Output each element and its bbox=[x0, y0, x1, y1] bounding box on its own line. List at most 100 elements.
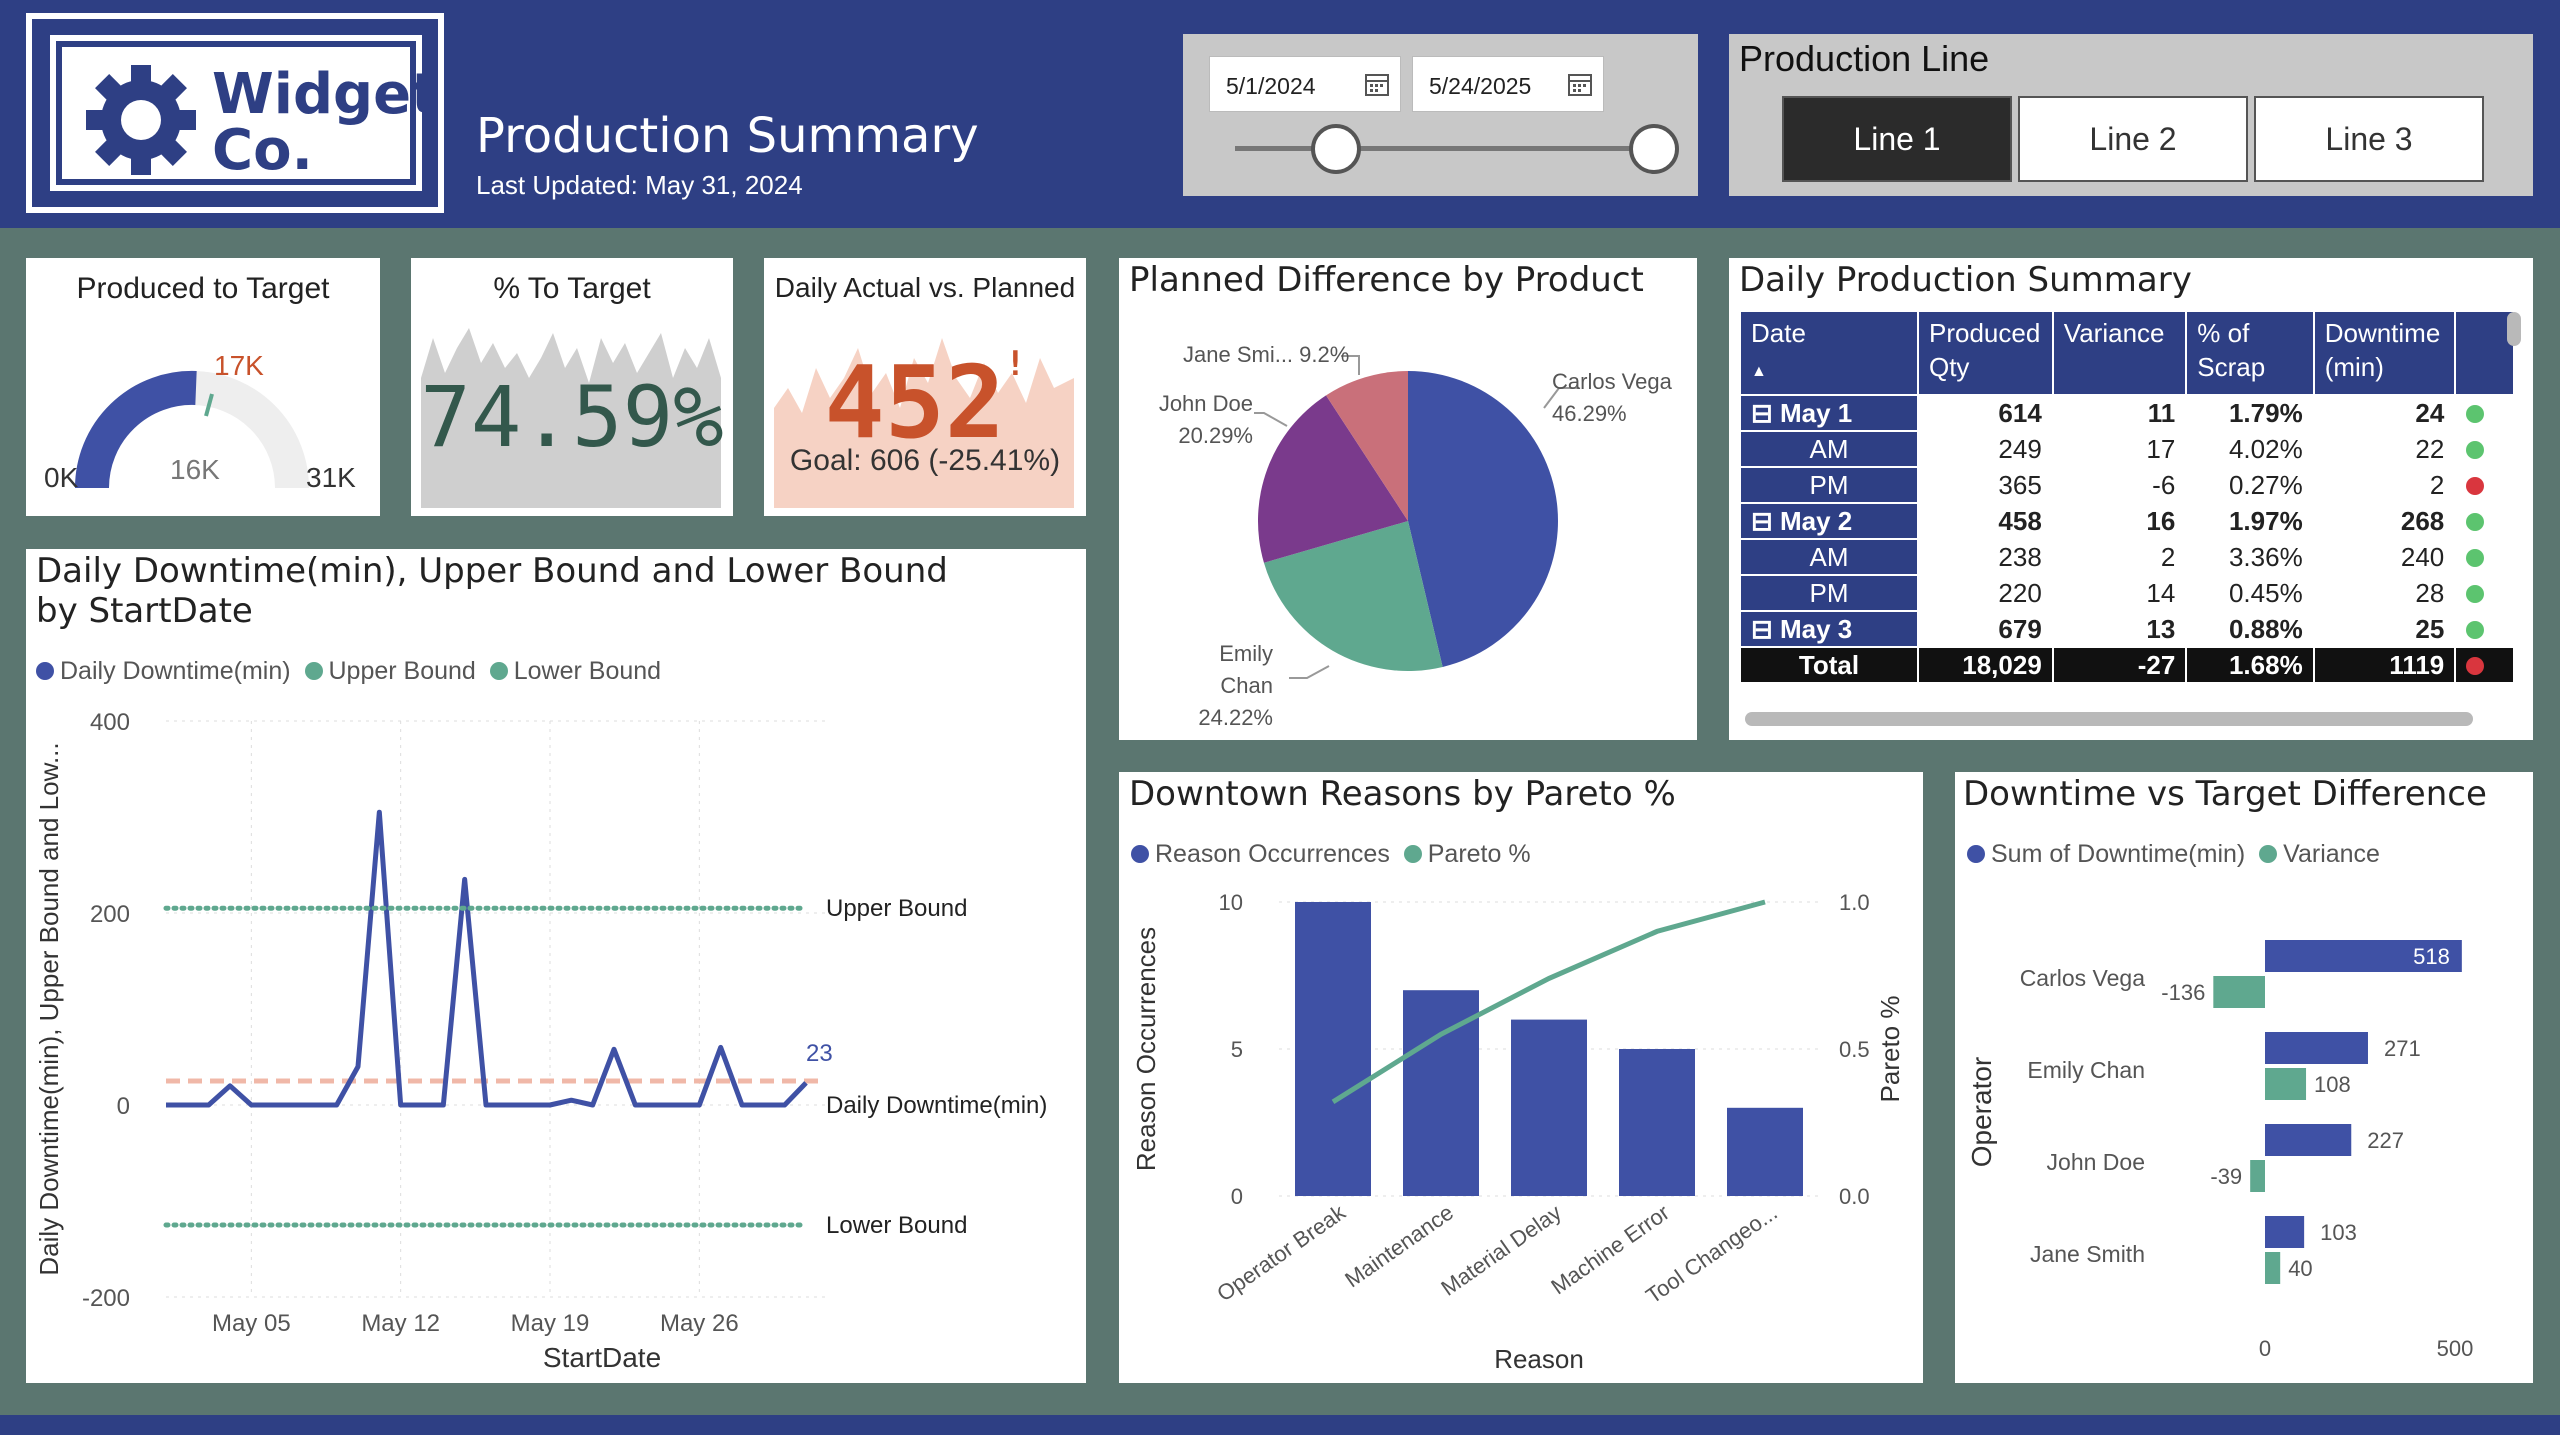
downtime-bar-label: 271 bbox=[2384, 1036, 2421, 1061]
date-slider-track[interactable] bbox=[1235, 146, 1645, 151]
col-scrap[interactable]: % of Scrap bbox=[2185, 310, 2315, 396]
col-date[interactable]: Date ▲ bbox=[1739, 310, 1919, 396]
pct-to-target-card: % To Target 74.59% bbox=[411, 258, 733, 516]
col-downtime[interactable]: Downtime (min) bbox=[2312, 310, 2457, 396]
gauge bbox=[75, 370, 309, 489]
y-axis-title: Daily Downtime(min), Upper Bound and Low… bbox=[34, 742, 64, 1275]
line-1-button[interactable]: Line 1 bbox=[1782, 96, 2012, 182]
cell-qty: 614 bbox=[1916, 394, 2054, 432]
line-3-button[interactable]: Line 3 bbox=[2254, 96, 2484, 182]
bar bbox=[1511, 1019, 1587, 1196]
daily-downtime-label: Daily Downtime(min) bbox=[826, 1092, 1047, 1119]
variance-bar bbox=[2250, 1160, 2265, 1192]
table-row[interactable]: PM 365 -6 0.27% 2 bbox=[1739, 466, 2515, 504]
logo-line1: Widget bbox=[212, 62, 438, 127]
y-tick-label: 10 bbox=[1219, 890, 1243, 915]
table-row[interactable]: AM 238 2 3.36% 240 bbox=[1739, 538, 2515, 576]
legend-dot bbox=[304, 662, 323, 680]
cell-variance: 17 bbox=[2051, 430, 2188, 468]
x-tick-label: Operator Break bbox=[1212, 1199, 1350, 1306]
daily-goal-label: Goal: 606 (-25.41%) bbox=[789, 444, 1061, 477]
y-tick-label: 400 bbox=[90, 709, 130, 736]
horizontal-scrollbar[interactable] bbox=[1745, 712, 2473, 726]
summary-table: Date ▲ Produced Qty Variance % of Scrap Dow… bbox=[1739, 310, 2515, 684]
cell-scrap: 1.97% bbox=[2185, 502, 2315, 540]
series-line-daily-downtime bbox=[166, 809, 808, 1108]
pie-chart-card: Planned Difference by Product Carlos Veg… bbox=[1119, 258, 1697, 740]
col-status bbox=[2454, 310, 2515, 396]
table-row[interactable]: ⊟ May 2 458 16 1.97% 268 bbox=[1739, 502, 2515, 540]
gauge-value-label: 16K bbox=[170, 454, 220, 485]
leader-line bbox=[1289, 665, 1330, 679]
legend-dot bbox=[1403, 845, 1422, 863]
table-row[interactable]: ⊟ May 1 614 11 1.79% 24 bbox=[1739, 394, 2515, 432]
legend-label: Pareto % bbox=[1427, 840, 1531, 868]
cell-qty: 679 bbox=[1916, 610, 2054, 648]
pie-slice bbox=[1326, 371, 1408, 521]
downtime-bar bbox=[2265, 1032, 2368, 1064]
cell-date: PM bbox=[1739, 466, 1919, 504]
gauge-target-marker bbox=[204, 393, 214, 417]
pareto-line bbox=[1331, 899, 1766, 1105]
legend-dot bbox=[2259, 845, 2278, 863]
date-slider-end-handle[interactable] bbox=[1629, 124, 1679, 174]
downtime-bar bbox=[2265, 940, 2462, 972]
legend-item[interactable]: Variance bbox=[2259, 840, 2380, 868]
pie-chart bbox=[1254, 355, 1579, 679]
chart-legend: Daily Downtime(min) Upper Bound Lower Bo… bbox=[36, 657, 661, 686]
variance-bar bbox=[2213, 976, 2265, 1008]
legend-item[interactable]: Pareto % bbox=[1403, 840, 1531, 868]
variance-bar-label: 108 bbox=[2314, 1072, 2351, 1097]
cell-status bbox=[2454, 394, 2515, 432]
sort-asc-icon[interactable]: ▲ bbox=[1751, 363, 1767, 380]
status-red-icon bbox=[2466, 656, 2485, 675]
legend-label: Reason Occurrences bbox=[1155, 840, 1390, 868]
vertical-scrollbar[interactable] bbox=[2507, 312, 2521, 346]
category-label: Carlos Vega bbox=[2020, 965, 2146, 991]
cell-qty: 249 bbox=[1916, 430, 2054, 468]
legend-item[interactable]: Sum of Downtime(min) bbox=[1967, 840, 2245, 868]
cell-downtime: 22 bbox=[2312, 430, 2457, 468]
date-slider-start-handle[interactable] bbox=[1311, 124, 1361, 174]
y2-tick-label: 1.0 bbox=[1839, 890, 1870, 915]
col-qty[interactable]: Produced Qty bbox=[1916, 310, 2054, 396]
y-tick-label: 5 bbox=[1231, 1037, 1243, 1062]
x-axis-title: StartDate bbox=[543, 1342, 661, 1373]
last-updated: Last Updated: May 31, 2024 bbox=[476, 170, 803, 200]
calendar-icon[interactable] bbox=[1567, 71, 1593, 97]
x-tick-label: Material Delay bbox=[1436, 1200, 1566, 1301]
pie-label-name: Carlos Vega bbox=[1552, 369, 1672, 394]
pie-label-name: Jane Smi... bbox=[1183, 342, 1294, 367]
chart-legend: Reason Occurrences Pareto % bbox=[1131, 840, 1531, 869]
downtime-bar bbox=[2265, 1124, 2352, 1156]
variance-chart-card: Downtime vs Target Difference Sum of Dow… bbox=[1955, 772, 2533, 1383]
x-tick-label: 0 bbox=[2259, 1336, 2271, 1361]
warning-icon: ! bbox=[1005, 344, 1026, 384]
downtime-bar-label: 103 bbox=[2320, 1220, 2357, 1245]
cell-scrap: 0.27% bbox=[2185, 466, 2315, 504]
bar bbox=[1619, 1049, 1695, 1196]
y-tick-label: 0 bbox=[117, 1093, 130, 1120]
bar bbox=[1727, 1107, 1803, 1196]
y-axis-title: Reason Occurrences bbox=[1131, 927, 1161, 1171]
legend-item[interactable]: Upper Bound bbox=[304, 657, 476, 685]
legend-item[interactable]: Reason Occurrences bbox=[1131, 840, 1390, 868]
table-row[interactable]: PM 220 14 0.45% 28 bbox=[1739, 574, 2515, 612]
table-header-row: Date ▲ Produced Qty Variance % of Scrap Dow… bbox=[1739, 310, 2515, 396]
line-2-button[interactable]: Line 2 bbox=[2018, 96, 2248, 182]
x-axis-title: Reason bbox=[1494, 1344, 1584, 1374]
legend-item[interactable]: Daily Downtime(min) bbox=[36, 657, 291, 685]
table-row[interactable]: AM 249 17 4.02% 22 bbox=[1739, 430, 2515, 468]
footer-bar bbox=[0, 1415, 2560, 1435]
calendar-icon[interactable] bbox=[1364, 71, 1390, 97]
legend-item[interactable]: Lower Bound bbox=[489, 657, 661, 685]
col-variance[interactable]: Variance bbox=[2051, 310, 2188, 396]
bar bbox=[1295, 902, 1371, 1196]
cell-status bbox=[2454, 466, 2515, 504]
start-date-input[interactable]: 5/1/2024 bbox=[1209, 56, 1401, 112]
table-row[interactable]: ⊟ May 3 679 13 0.88% 25 bbox=[1739, 610, 2515, 648]
y2-tick-label: 0.5 bbox=[1839, 1037, 1870, 1062]
y-tick-label: 0 bbox=[1231, 1184, 1243, 1209]
pie-label-pct: 20.29% bbox=[1178, 423, 1253, 448]
end-date-input[interactable]: 5/24/2025 bbox=[1412, 56, 1604, 112]
